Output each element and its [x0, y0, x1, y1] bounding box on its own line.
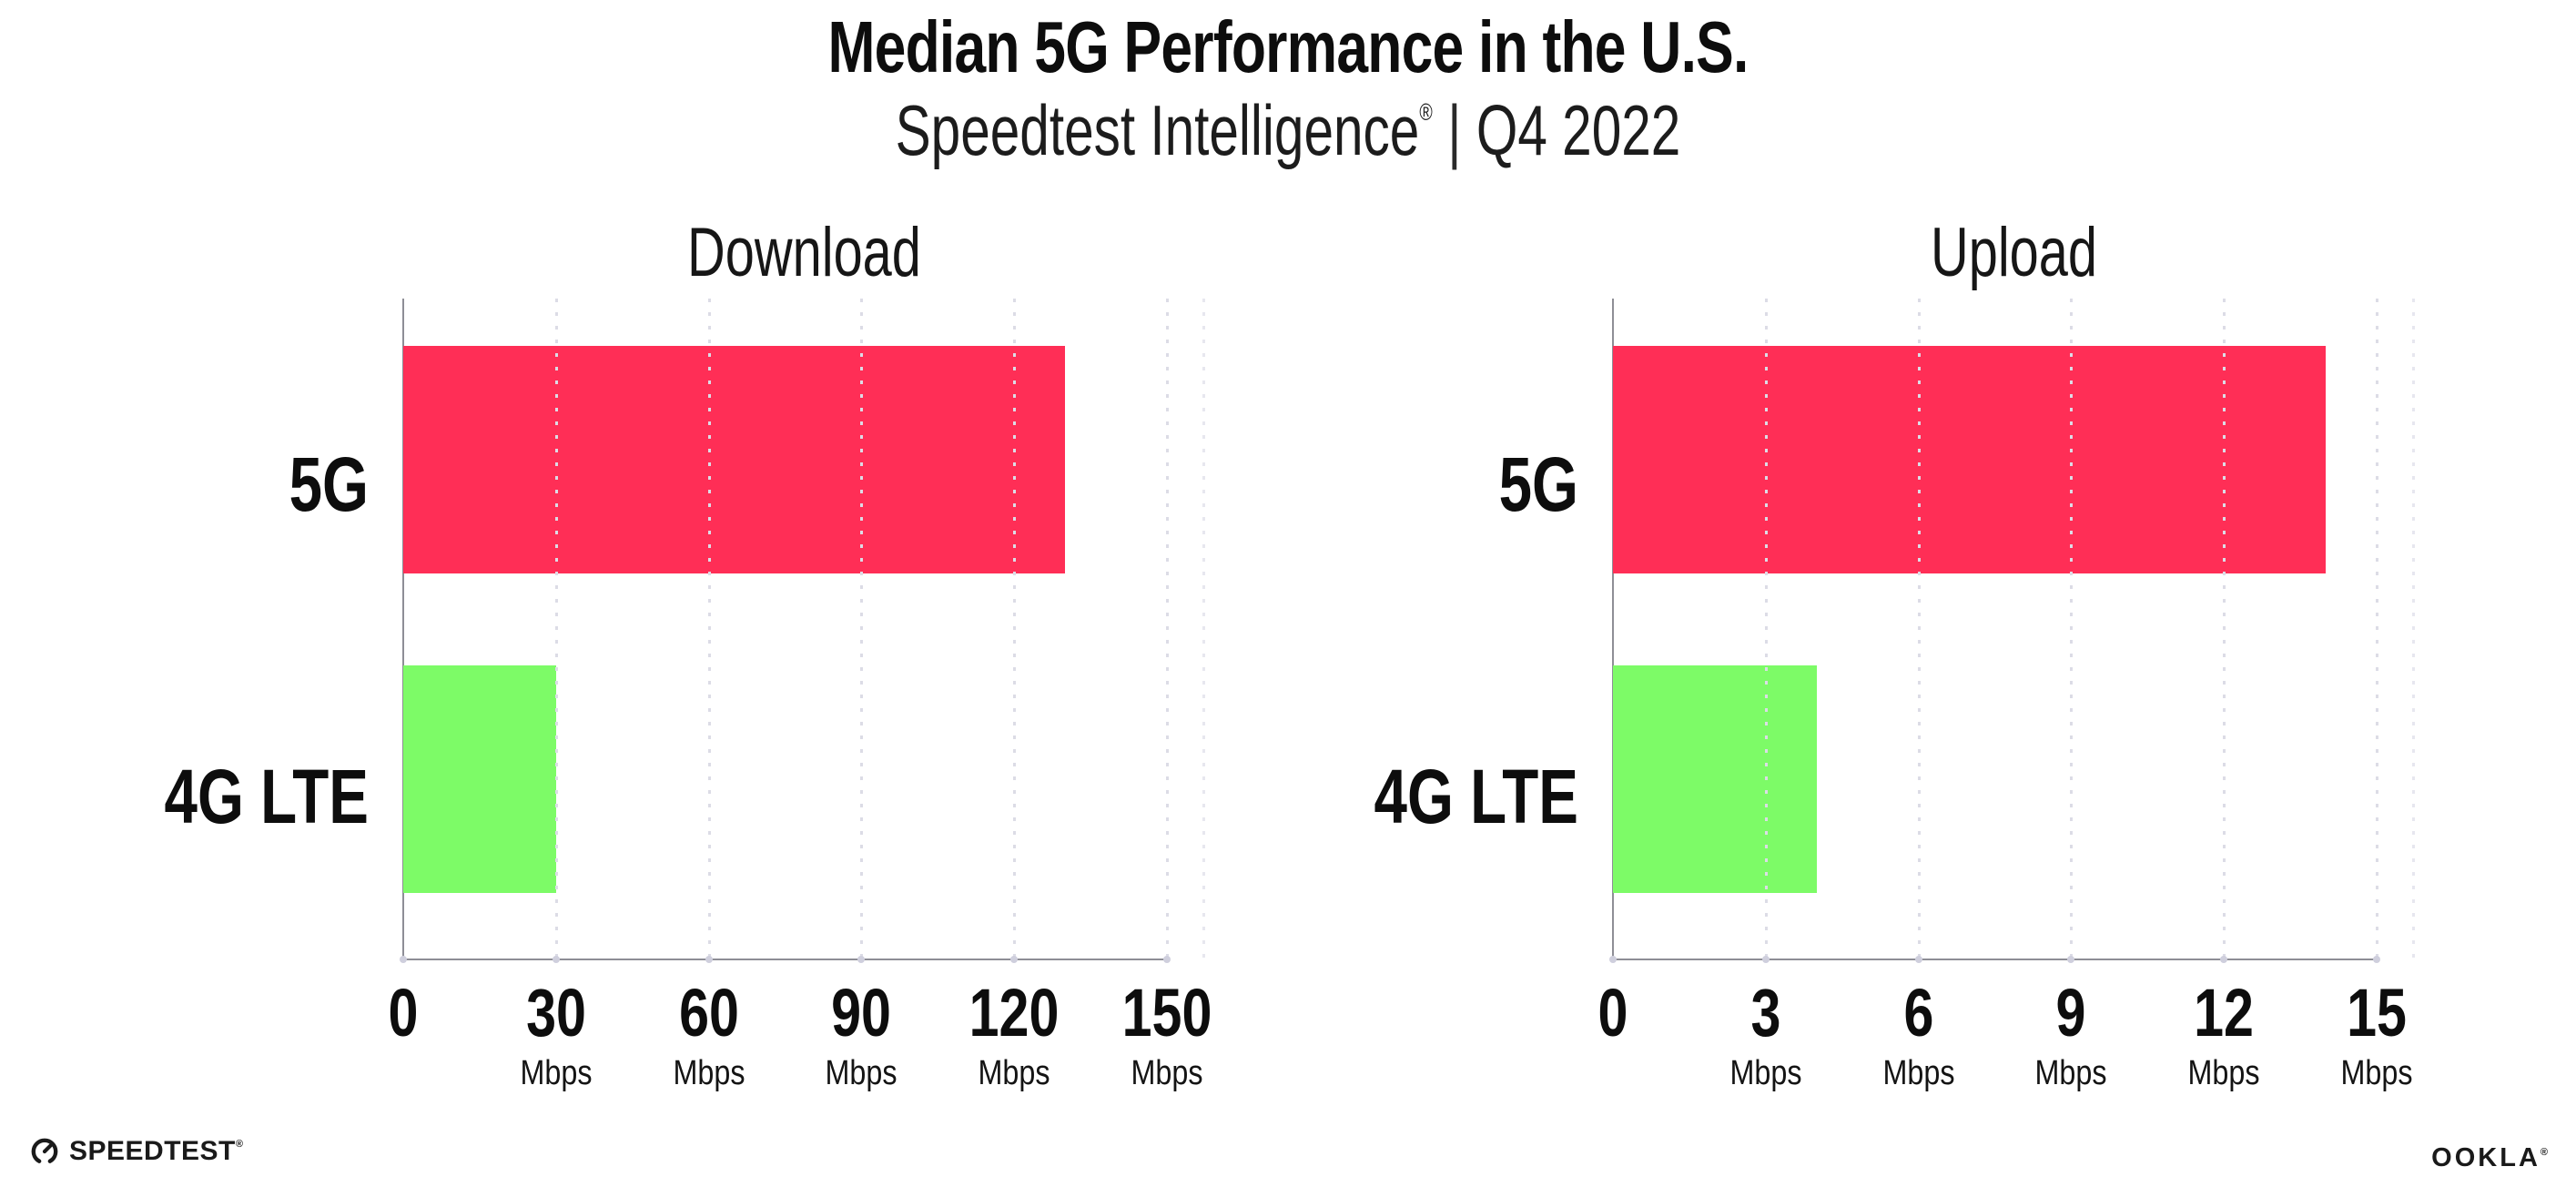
tick-number: 9: [2055, 975, 2086, 1050]
tick-label: 12 Mbps: [2182, 975, 2267, 1092]
gridline: [1013, 299, 1017, 959]
panel-title-download: Download: [687, 214, 921, 291]
y-axis-line: [402, 299, 404, 960]
plot-area: 0 3 Mbps 6 Mbps 9 Mbps 12 Mbps 15 Mbps: [1598, 299, 2415, 1090]
tick-label: 120 Mbps: [958, 975, 1070, 1092]
gridline: [554, 299, 558, 959]
axis-tick-dot: [1010, 956, 1019, 963]
axis-tick-dot: [2220, 956, 2228, 963]
plot-right-edge: [2412, 299, 2415, 959]
tick-label: 3 Mbps: [1723, 975, 1808, 1092]
category-label-5g: 5G: [289, 441, 369, 527]
speedtest-registered-mark: ®: [235, 1139, 243, 1150]
subtitle-period: Q4 2022: [1476, 90, 1681, 170]
axis-tick-dot: [552, 956, 560, 963]
tick-unit: Mbps: [1729, 1054, 1802, 1092]
bar-5g: [1613, 346, 2327, 573]
tick-unit: Mbps: [673, 1054, 745, 1092]
tick-label: 9 Mbps: [2029, 975, 2114, 1092]
tick-number: 0: [388, 975, 419, 1050]
gridline: [1166, 299, 1170, 959]
subtitle-brand: Speedtest Intelligence: [895, 90, 1420, 170]
bar-5g: [403, 346, 1066, 573]
tick-unit: Mbps: [825, 1054, 898, 1092]
gridline: [1917, 299, 1921, 959]
registered-mark: ®: [1419, 98, 1433, 126]
tick-number: 90: [831, 975, 892, 1050]
tick-label: 60 Mbps: [666, 975, 751, 1092]
category-label-4g-lte: 4G LTE: [1374, 754, 1578, 839]
speedtest-wordmark: SPEEDTEST®: [69, 1136, 243, 1167]
tick-label: 15 Mbps: [2335, 975, 2419, 1092]
tick-label: 30 Mbps: [513, 975, 598, 1092]
axis-tick-dot: [1163, 956, 1171, 963]
gridline: [2223, 299, 2226, 959]
tick-number: 15: [2347, 975, 2407, 1050]
axis-tick-dot: [857, 956, 866, 963]
page-title: Median 5G Performance in the U.S.: [827, 6, 1749, 87]
tick-number: 12: [2194, 975, 2255, 1050]
y-axis-line: [1612, 299, 1614, 960]
tick-label: 0: [1594, 979, 1631, 1047]
ookla-wordmark: OOKLA®: [2431, 1143, 2548, 1173]
category-label-4g-lte: 4G LTE: [164, 754, 369, 839]
tick-label: 150 Mbps: [1111, 975, 1222, 1092]
tick-unit: Mbps: [520, 1054, 593, 1092]
tick-label: 6 Mbps: [1876, 975, 1961, 1092]
tick-label: 90 Mbps: [819, 975, 904, 1092]
tick-unit: Mbps: [2187, 1054, 2260, 1092]
speedtest-gauge-icon: [31, 1138, 58, 1165]
axis-tick-dot: [2067, 956, 2075, 963]
gridline: [707, 299, 711, 959]
ookla-registered-mark: ®: [2540, 1147, 2548, 1158]
bar-4g-lte: [1613, 665, 1817, 893]
tick-unit: Mbps: [2340, 1054, 2413, 1092]
bar-4g-lte: [403, 665, 556, 893]
x-axis-line: [403, 959, 1168, 960]
tick-number: 6: [1903, 975, 1934, 1050]
gridline: [2376, 299, 2379, 959]
tick-unit: Mbps: [1131, 1054, 1203, 1092]
tick-unit: Mbps: [2034, 1054, 2107, 1092]
subtitle-separator: |: [1447, 90, 1462, 170]
gridline: [1764, 299, 1768, 959]
tick-unit: Mbps: [978, 1054, 1050, 1092]
tick-label: 0: [384, 979, 421, 1047]
tick-number: 3: [1750, 975, 1781, 1050]
speedtest-wordmark-text: SPEEDTEST: [69, 1136, 236, 1166]
axis-tick-dot: [1609, 956, 1617, 963]
category-label-5g: 5G: [1498, 441, 1578, 527]
plot-right-edge: [1202, 299, 1205, 959]
plot-area: 0 30 Mbps 60 Mbps 90 Mbps 120 Mbps 150 Mbps: [389, 299, 1212, 1090]
panel-title-upload: Upload: [1930, 214, 2098, 291]
tick-unit: Mbps: [1882, 1054, 1955, 1092]
tick-number: 0: [1597, 975, 1628, 1050]
axis-tick-dot: [400, 956, 407, 963]
x-axis-line: [1613, 959, 2378, 960]
axis-tick-dot: [1761, 956, 1770, 963]
page-subtitle: Speedtest Intelligence® | Q4 2022: [322, 95, 2255, 166]
tick-number: 120: [969, 975, 1060, 1050]
tick-number: 60: [678, 975, 739, 1050]
axis-tick-dot: [705, 956, 713, 963]
tick-number: 30: [525, 975, 586, 1050]
gridline: [860, 299, 864, 959]
ookla-wordmark-text: OOKLA: [2431, 1143, 2541, 1172]
axis-tick-dot: [1914, 956, 1922, 963]
axis-tick-dot: [2373, 956, 2381, 963]
tick-number: 150: [1121, 975, 1212, 1050]
speedtest-logo: SPEEDTEST®: [30, 1136, 243, 1167]
gridline: [2070, 299, 2074, 959]
